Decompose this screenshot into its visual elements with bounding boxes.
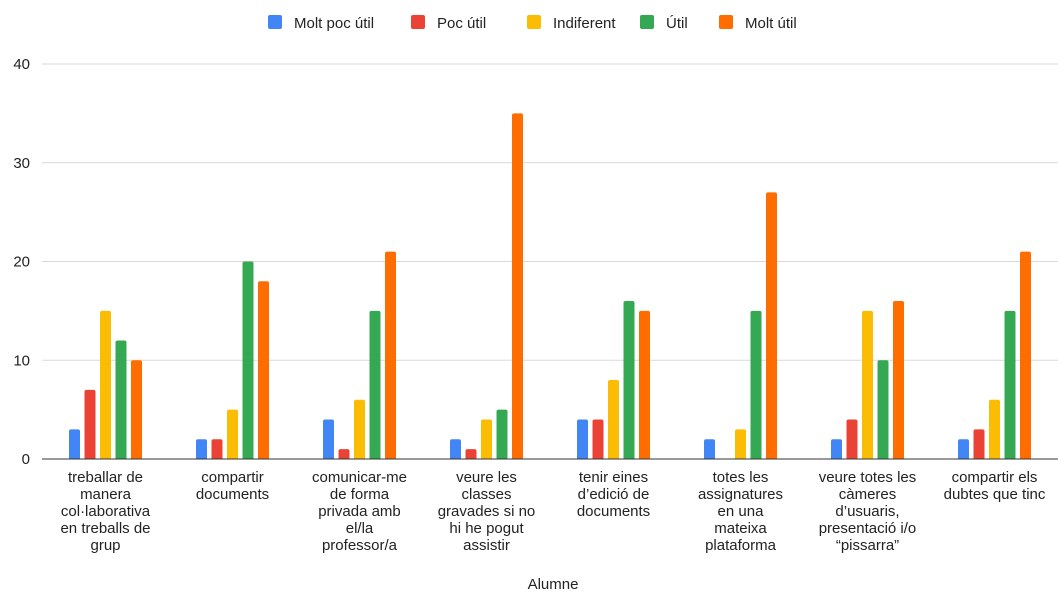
x-tick-label: comunicar-me de forma privada amb el/la prof… bbox=[312, 469, 407, 554]
x-tick-label: treballar de manera col·laborativa en treba… bbox=[60, 469, 150, 554]
y-tick-label: 0 bbox=[22, 451, 30, 468]
x-tick-label: totes les assignatures en una mateixa plataf… bbox=[698, 469, 783, 554]
y-tick-label: 30 bbox=[13, 155, 30, 172]
x-tick-label: veure les classes gravades si no hi he pogu… bbox=[438, 469, 536, 554]
bar bbox=[862, 310, 873, 459]
bar bbox=[846, 419, 858, 459]
x-tick-label: compartir els dubtes que tinc bbox=[944, 469, 1046, 503]
bar bbox=[496, 409, 508, 459]
bar bbox=[258, 281, 269, 459]
bar bbox=[623, 301, 635, 459]
bar bbox=[69, 429, 80, 459]
bar bbox=[592, 419, 604, 459]
legend-label: Poc útil bbox=[437, 15, 486, 32]
bar bbox=[704, 439, 715, 459]
bar bbox=[385, 251, 396, 459]
bar bbox=[465, 449, 477, 459]
gridlines bbox=[42, 63, 1058, 361]
legend-swatch bbox=[527, 15, 541, 29]
bar bbox=[338, 449, 350, 459]
x-tick-label: compartir documents bbox=[196, 469, 269, 503]
bar bbox=[877, 360, 889, 459]
x-tick-label: veure totes les càmeres d’usuaris, presenta… bbox=[819, 469, 917, 554]
x-axis-label: Alumne bbox=[528, 576, 579, 593]
legend-swatch bbox=[719, 15, 733, 29]
bar bbox=[84, 389, 96, 459]
legend-label: Molt poc útil bbox=[294, 15, 374, 32]
bar bbox=[577, 419, 588, 459]
bar bbox=[211, 439, 223, 459]
bar bbox=[196, 439, 207, 459]
bar bbox=[973, 429, 985, 459]
legend-label: Útil bbox=[666, 15, 688, 32]
bar bbox=[608, 380, 619, 459]
bar bbox=[242, 261, 254, 459]
bar bbox=[958, 439, 969, 459]
bar bbox=[115, 340, 127, 459]
bar bbox=[735, 429, 746, 459]
y-tick-label: 10 bbox=[13, 352, 30, 369]
legend-swatch bbox=[411, 15, 425, 29]
legend: Molt poc útil Poc útil Indiferent Útil Molt … bbox=[268, 15, 797, 32]
x-tick-label: tenir eines d’edició de documents bbox=[577, 469, 650, 520]
bar bbox=[100, 310, 111, 459]
bars bbox=[69, 113, 1031, 459]
bar bbox=[481, 419, 492, 459]
x-axis-ticks: treballar de manera col·laborativa en treba… bbox=[60, 469, 1045, 554]
bar bbox=[131, 360, 142, 459]
bar bbox=[1004, 310, 1016, 459]
bar bbox=[369, 310, 381, 459]
legend-swatch bbox=[268, 15, 282, 29]
bar bbox=[354, 399, 365, 459]
bar bbox=[1020, 251, 1031, 459]
bar bbox=[893, 301, 904, 459]
legend-label: Molt útil bbox=[745, 15, 797, 32]
legend-label: Indiferent bbox=[553, 15, 616, 32]
bar bbox=[512, 113, 523, 459]
bar bbox=[227, 409, 238, 459]
bar bbox=[639, 310, 650, 459]
bar bbox=[750, 310, 762, 459]
bar bbox=[831, 439, 842, 459]
y-axis-ticks: 0 10 20 30 40 bbox=[13, 56, 30, 468]
y-tick-label: 20 bbox=[13, 254, 30, 271]
bar bbox=[766, 192, 777, 459]
y-tick-label: 40 bbox=[13, 56, 30, 73]
bar bbox=[323, 419, 334, 459]
bar bbox=[989, 399, 1000, 459]
bar bbox=[450, 439, 461, 459]
legend-swatch bbox=[640, 15, 654, 29]
